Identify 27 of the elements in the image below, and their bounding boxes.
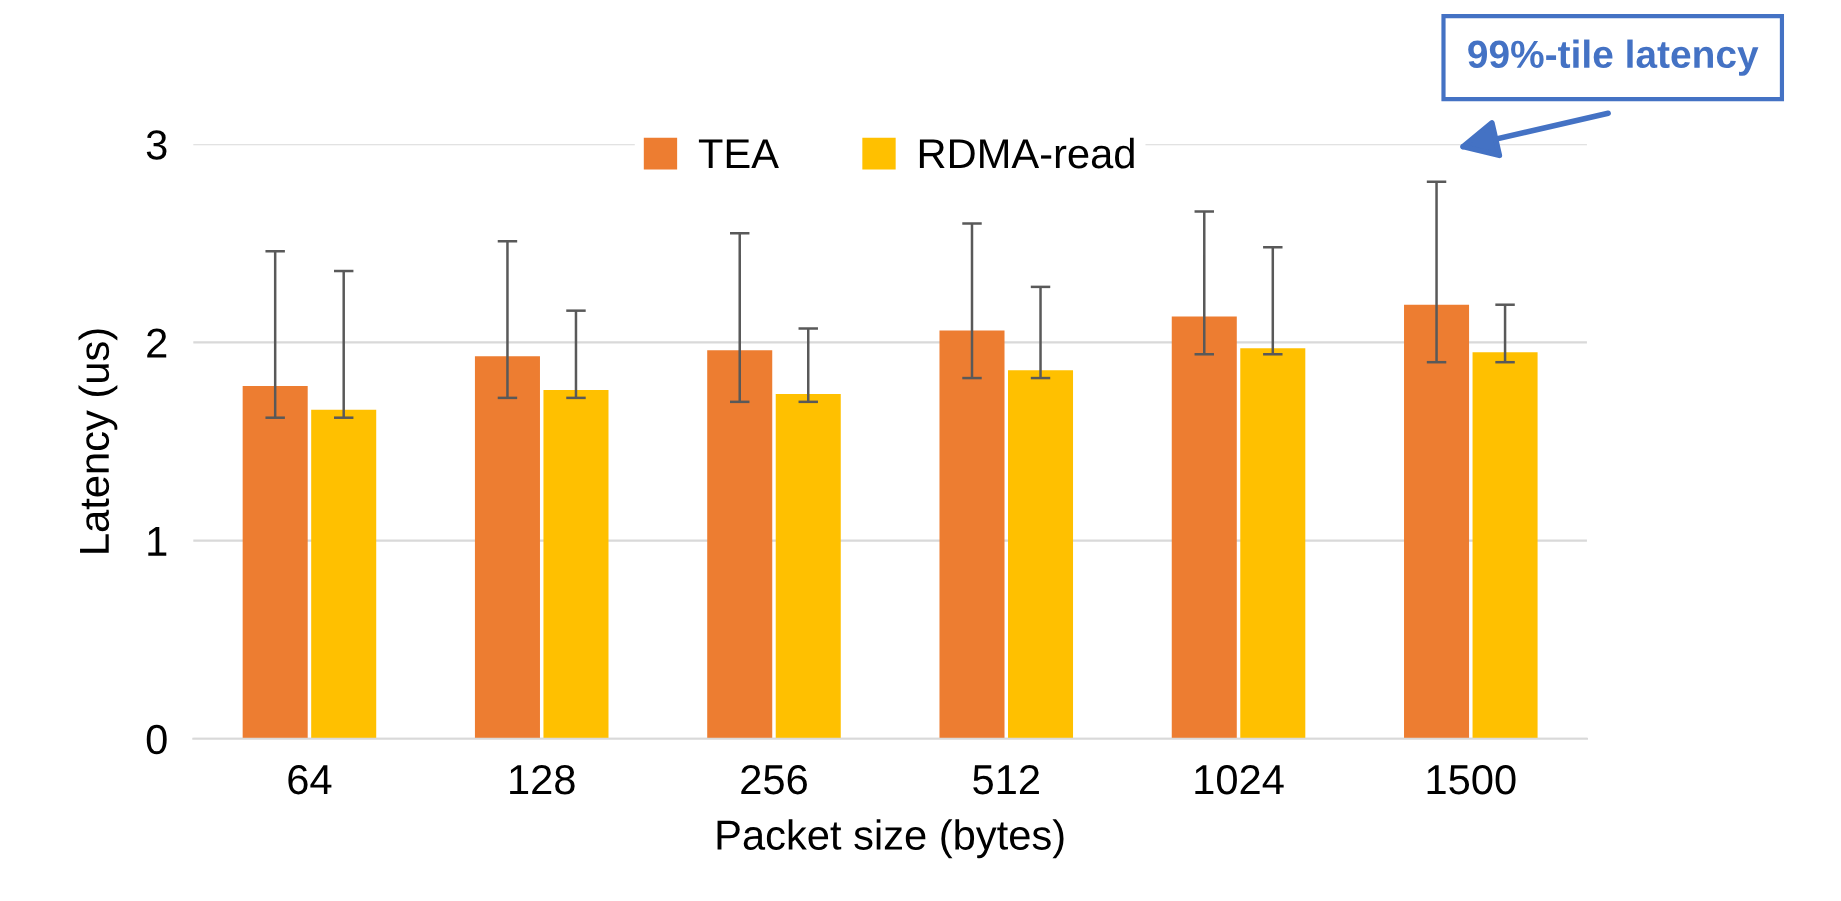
- bar: [1008, 370, 1074, 739]
- y-tick-label: 3: [146, 130, 167, 160]
- bar: [707, 350, 773, 739]
- bar: [242, 385, 308, 739]
- bar: [1472, 352, 1538, 739]
- y-tick-label: 1: [148, 527, 167, 556]
- legend-label: TEA: [698, 139, 779, 169]
- bar: [1171, 316, 1237, 739]
- legend-label: RDMA-read: [919, 137, 1134, 169]
- bar: [311, 409, 377, 739]
- x-tick-label: 1500: [1427, 764, 1516, 795]
- x-axis-title: Packet size (bytes): [717, 819, 1064, 859]
- y-axis-title: Latency (us): [78, 329, 118, 553]
- bar: [1240, 348, 1306, 739]
- bar: [474, 356, 540, 739]
- bar: [543, 389, 609, 739]
- x-tick-label: 256: [741, 764, 807, 795]
- x-tick-label: 128: [510, 764, 575, 795]
- y-tick-label: 2: [147, 328, 167, 358]
- bar: [939, 330, 1005, 739]
- x-tick-label: 64: [288, 764, 332, 795]
- bar: [775, 393, 841, 739]
- x-tick-label: 512: [973, 764, 1039, 795]
- text: 99%-tile latency: [1468, 39, 1759, 76]
- y-tick-label: 0: [146, 724, 167, 755]
- x-tick-label: 1024: [1195, 764, 1284, 795]
- bar: [1404, 304, 1470, 739]
